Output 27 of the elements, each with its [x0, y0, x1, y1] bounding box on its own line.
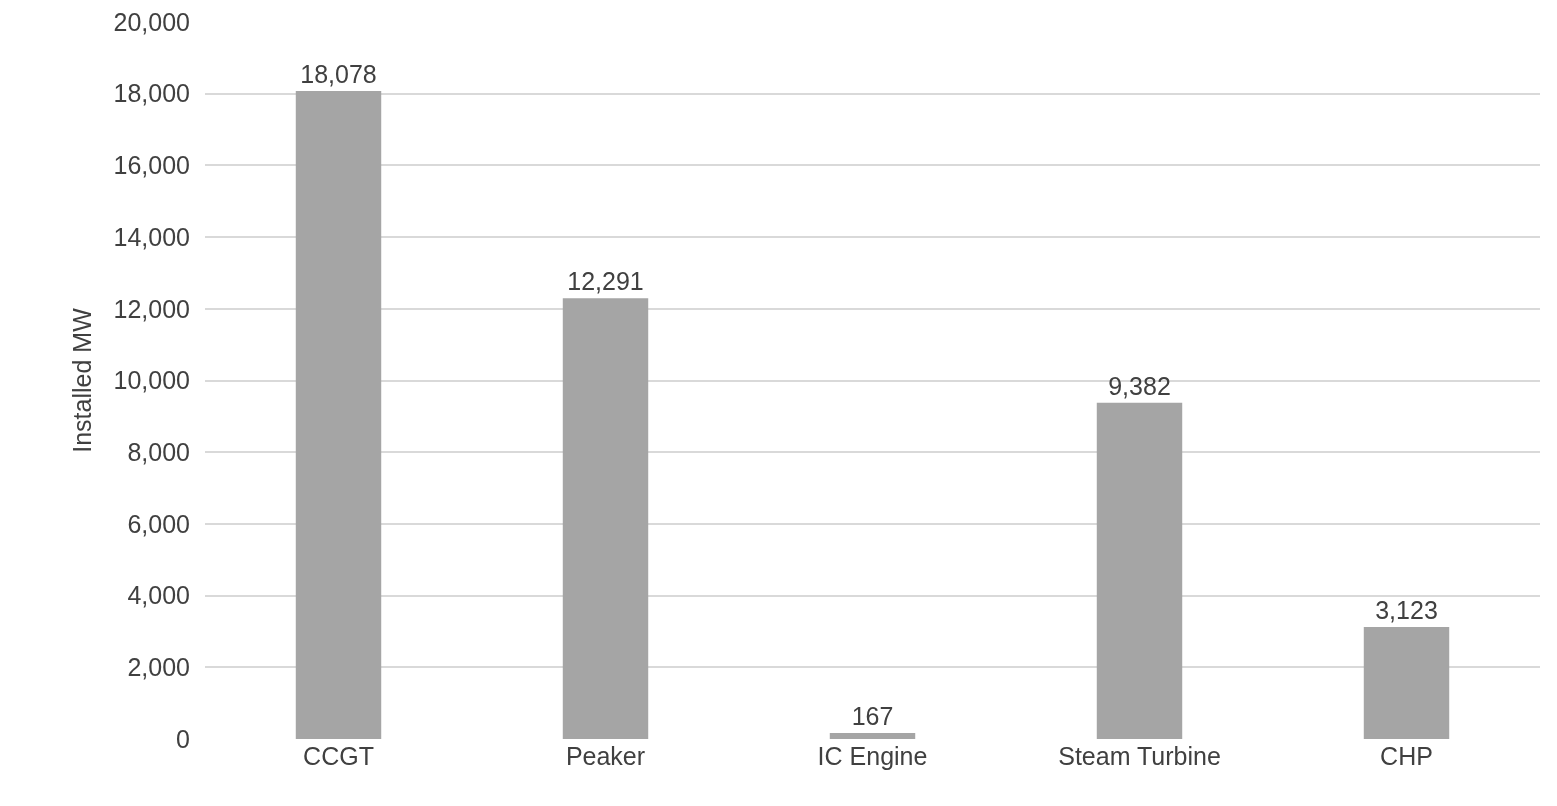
bar: [1363, 627, 1450, 739]
y-tick-label: 10,000: [113, 366, 190, 395]
x-tick-label: CHP: [1380, 742, 1433, 770]
y-tick-label: 14,000: [113, 222, 190, 251]
y-tick-label: 4,000: [127, 581, 190, 610]
y-tick-label: 0: [176, 724, 190, 753]
data-label: 9,382: [1108, 371, 1171, 400]
y-tick-label: 16,000: [113, 151, 190, 180]
data-label: 18,078: [300, 59, 377, 88]
data-label: 3,123: [1375, 596, 1438, 625]
bar: [295, 90, 382, 739]
x-tick-label: Steam Turbine: [1058, 742, 1221, 770]
bar: [1096, 402, 1183, 739]
y-tick-label: 6,000: [127, 509, 190, 538]
data-label: 12,291: [567, 267, 644, 296]
x-tick-label: Peaker: [565, 742, 646, 770]
y-tick-label: 20,000: [113, 7, 190, 36]
y-tick-label: 12,000: [113, 294, 190, 323]
x-tick-label: CCGT: [303, 742, 374, 770]
y-tick-label: 2,000: [127, 653, 190, 682]
data-label: 167: [851, 702, 894, 731]
bar: [829, 733, 916, 739]
y-tick-label: 8,000: [127, 437, 190, 466]
y-tick-label: 18,000: [113, 79, 190, 108]
x-tick-label: IC Engine: [817, 742, 928, 770]
y-axis-title: Installed MW: [68, 307, 97, 453]
bar: [562, 298, 649, 739]
